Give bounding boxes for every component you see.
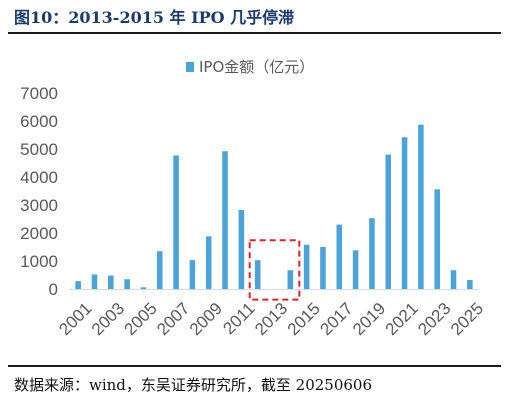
y-tick-label: 6000	[20, 112, 58, 131]
bar-2014	[287, 270, 294, 289]
y-axis: 0 1000 2000 3000 4000 5000 6000 7000	[20, 84, 58, 299]
bottom-rule	[8, 365, 501, 367]
highlight-dashed-box	[248, 239, 301, 301]
x-tick-label: 2003	[88, 299, 128, 339]
x-tick-label: 2005	[121, 299, 161, 339]
bar-2024	[450, 270, 457, 289]
x-tick-label: 2001	[55, 299, 95, 339]
bar-2016	[320, 247, 326, 289]
bar-2007	[173, 155, 179, 289]
data-source-note: 数据来源：wind，东吴证券研究所，截至 20250606	[14, 376, 373, 394]
bar-2006	[156, 251, 163, 289]
y-tick-label: 4000	[20, 168, 58, 187]
y-tick-label: 5000	[20, 140, 58, 159]
x-tick-label: 2009	[186, 299, 226, 339]
bar-2015	[303, 244, 310, 289]
bar-2017	[336, 224, 343, 289]
x-tick-label: 2023	[414, 299, 454, 339]
bar-2001	[75, 281, 81, 289]
bars	[75, 124, 473, 289]
x-tick-label: 2007	[153, 299, 193, 339]
legend-label: IPO金额（亿元）	[199, 58, 314, 76]
bar-2003	[108, 275, 114, 289]
x-tick-label: 2011	[219, 299, 258, 338]
bar-2008	[189, 260, 196, 289]
bar-2018	[352, 250, 359, 289]
bar-2010	[222, 151, 228, 289]
bar-chart: IPO金额（亿元） 01000200030004000500060007000 …	[20, 58, 487, 339]
x-tick-label: 2013	[251, 299, 291, 339]
bar-2021	[401, 137, 408, 289]
legend-swatch	[186, 62, 194, 72]
x-tick-label: 2025	[447, 299, 487, 339]
bar-2004	[124, 279, 130, 289]
y-tick-label: 1000	[20, 252, 58, 271]
bar-2019	[369, 218, 375, 289]
bar-2025	[467, 280, 473, 289]
figure-title: 图10：2013-2015 年 IPO 几乎停滞	[14, 8, 295, 27]
top-rule	[8, 32, 501, 34]
x-axis: 2001200320052007200920112013201520172019…	[55, 289, 487, 339]
y-tick-label: 3000	[20, 196, 58, 215]
bar-2020	[385, 154, 392, 289]
y-tick-label: 2000	[20, 224, 58, 243]
bar-2012	[254, 260, 261, 289]
bar-2009	[205, 236, 212, 289]
x-tick-label: 2015	[284, 299, 324, 339]
bar-2022	[418, 124, 424, 289]
y-tick-label: 0	[49, 280, 58, 299]
bar-2002	[91, 274, 98, 289]
x-tick-label: 2017	[316, 299, 356, 339]
y-tick-label: 7000	[20, 84, 58, 103]
chart-legend: IPO金额（亿元）	[186, 58, 314, 76]
bar-2011	[238, 210, 245, 289]
bar-2023	[434, 189, 440, 289]
x-tick-label: 2019	[349, 299, 389, 339]
bar-2005	[140, 287, 147, 289]
x-tick-label: 2021	[382, 299, 422, 339]
highlight-box	[248, 239, 301, 301]
